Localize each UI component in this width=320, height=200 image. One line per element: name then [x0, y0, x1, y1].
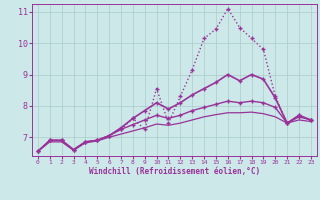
- X-axis label: Windchill (Refroidissement éolien,°C): Windchill (Refroidissement éolien,°C): [89, 167, 260, 176]
